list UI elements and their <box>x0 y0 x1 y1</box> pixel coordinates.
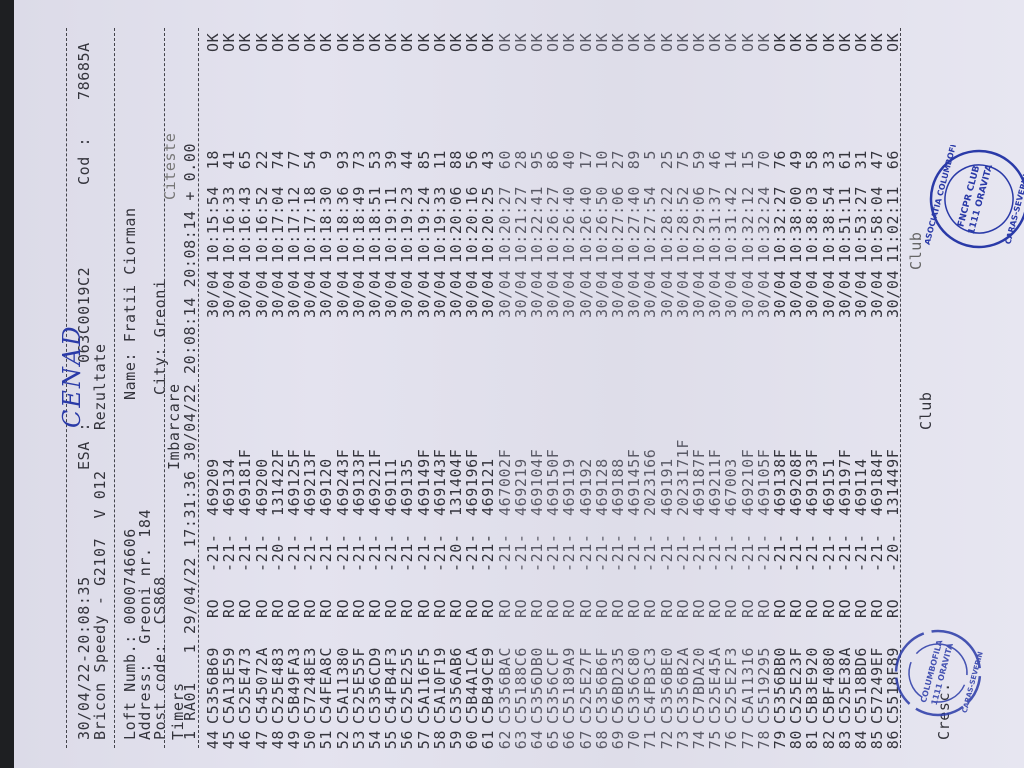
table-row: 58 C5A10F19 RO -21- 469143F 30/04 10:19:33 11 OK <box>431 0 449 768</box>
club-stamp-faded: COLUMBOFILA 1111 ORAVITA CARAS-SEVERIN <box>894 629 985 717</box>
esa-label: ESA : <box>75 421 93 470</box>
document-rotated: 30/04/22-20:08:35 ESA : 063C0019C2 Cod :… <box>14 0 1024 768</box>
table-row: 76 C525E2F3 RO -21- 467003 30/04 10:31:42 14 OK <box>722 0 740 768</box>
table-row: 83 C525E38A RO -21- 469197F 30/04 10:51:11 61 OK <box>836 0 854 768</box>
table-row: 78 C5519295 RO -21- 469105F 30/04 10:32:24 70 OK <box>755 0 773 768</box>
table-row: 70 C5356C80 RO -21- 469145F 30/04 10:27:40 89 OK <box>625 0 643 768</box>
report-title: Rezultate <box>91 343 109 430</box>
table-row: 79 C5356BB0 RO -21- 469138F 30/04 10:32:27 76 OK <box>771 0 789 768</box>
table-row: 56 C525E255 RO -21- 469135 30/04 10:19:23 44 OK <box>398 0 416 768</box>
timer-line: 1 RA01 1 29/04/22 17:31:36 30/04/22 20:0… <box>181 142 199 740</box>
table-row: 84 C5518BD6 RO -21- 469114 30/04 10:53:27 31 OK <box>852 0 870 768</box>
table-row: 82 C5BF4080 RO -21- 469151 30/04 10:38:54 33 OK <box>820 0 838 768</box>
divider <box>114 28 115 748</box>
imbarcare-label: Imbarcare <box>165 383 183 470</box>
post-code: Post code: CS868 <box>151 576 169 740</box>
table-row: 57 C5A116F5 RO -21- 469149F 30/04 10:19:24 85 OK <box>415 0 433 768</box>
table-row: 81 C5B3E920 RO -21- 469193F 30/04 10:38:03 58 OK <box>803 0 821 768</box>
table-row: 45 C5A13E59 RO -21- 469134 30/04 10:16:33 41 OK <box>220 0 238 768</box>
table-row: 60 C5B4A1CA RO -21- 469196F 30/04 10:20:16 56 OK <box>463 0 481 768</box>
club-label-2: Club <box>907 231 925 270</box>
cod-value: 78685A <box>75 42 93 100</box>
divider <box>198 28 199 748</box>
header-datetime: 30/04/22-20:08:35 <box>75 576 93 740</box>
table-row: 80 C525E23F RO -21- 469208F 30/04 10:38:00 49 OK <box>787 0 805 768</box>
table-row: 59 C5356AB6 RO -20- 131404F 30/04 10:20:06 88 OK <box>447 0 465 768</box>
svg-text:CARAS-SEVERIN: CARAS-SEVERIN <box>1003 173 1024 245</box>
table-row: 64 C5356DB0 RO -21- 469104F 30/04 10:22:41 95 OK <box>528 0 546 768</box>
printed-receipt: 30/04/22-20:08:35 ESA : 063C0019C2 Cod :… <box>14 0 1024 768</box>
table-row: 71 C54FB3C3 RO -21- 2023166 30/04 10:27:54 5 OK <box>641 0 659 768</box>
table-row: 73 C5356B2A RO -21- 2023171F 30/04 10:28:52 75 O… <box>674 0 692 768</box>
table-row: 47 C545072A RO -21- 469200 30/04 10:16:52 22 OK <box>253 0 271 768</box>
handwritten-title: CENAD <box>58 324 86 428</box>
table-row: 75 C525E45A RO -21- 469211F 30/04 10:31:37 46 OK <box>706 0 724 768</box>
table-row: 55 C54FB4F3 RO -21- 469111 30/04 10:19:11 39 OK <box>382 0 400 768</box>
table-row: 48 C525E483 RO -20- 131422F 30/04 10:17:04 74 OK <box>269 0 287 768</box>
owner-city: City: Greoni <box>151 279 169 395</box>
owner-name: Name: Fratii Ciorman <box>121 207 139 400</box>
table-row: 50 C57248E3 RO -21- 469213F 30/04 10:17:18 54 OK <box>301 0 319 768</box>
table-row: 66 C55189A9 RO -21- 469119 30/04 10:26:40 40 OK <box>560 0 578 768</box>
table-row: 69 C56BD235 RO -21- 469188 30/04 10:27:06 27 OK <box>609 0 627 768</box>
table-row: 61 C5B49CE9 RO -21- 469121 30/04 10:20:25 43 OK <box>479 0 497 768</box>
table-row: 54 C5356CD9 RO -21- 469221F 30/04 10:18:51 53 OK <box>366 0 384 768</box>
table-row: 62 C5356BAC RO -21- 467002F 30/04 10:20:27 60 OK <box>496 0 514 768</box>
table-row: 68 C5356B6F RO -21- 469128 30/04 10:26:50 10 OK <box>593 0 611 768</box>
table-row: 65 C5356CCF RO -21- 469150F 30/04 10:26:27 86 OK <box>544 0 562 768</box>
table-row: 51 C54FEA8C RO -21- 469120 30/04 10:18:30 9 OK <box>317 0 335 768</box>
table-row: 74 C57BDA20 RO -21- 469187F 30/04 10:29:06 59 OK <box>690 0 708 768</box>
club-label: Club <box>917 391 935 430</box>
table-row: 72 C5356BE0 RO -21- 469191 30/04 10:28:22 25 OK <box>658 0 676 768</box>
table-row: 44 C5356B69 RO -21- 469209 30/04 10:15:54 18 OK <box>204 0 222 768</box>
table-row: 77 C5A11316 RO -21- 469210F 30/04 10:32:12 15 OK <box>739 0 757 768</box>
table-row: 46 C525E473 RO -21- 469181F 30/04 10:16:43 65 OK <box>236 0 254 768</box>
citeste-label: Citeste <box>161 132 179 200</box>
club-stamp: FNCPR CLUB 1111 ORAVITA ASOCIATIA COLUMB… <box>925 145 1024 249</box>
table-row: 63 C55188C6 RO -21- 469219 30/04 10:21:27 28 OK <box>512 0 530 768</box>
table-row: 52 C5A11380 RO -21- 469243F 30/04 10:18:36 93 OK <box>334 0 352 768</box>
device-name: Bricon Speedy - G2107 V 012 <box>91 470 109 740</box>
table-row: 49 C5B49FA3 RO -21- 469125F 30/04 10:17:12 77 OK <box>285 0 303 768</box>
table-row: 67 C525E27F RO -21- 469192 30/04 10:26:40 17 OK <box>577 0 595 768</box>
cod-label: Cod : <box>75 136 93 185</box>
table-row: 85 C57249EF RO -21- 469184F 30/04 10:58:04 47 OK <box>868 0 886 768</box>
table-row: 53 C525E55F RO -21- 469133F 30/04 10:18:49 73 OK <box>350 0 368 768</box>
